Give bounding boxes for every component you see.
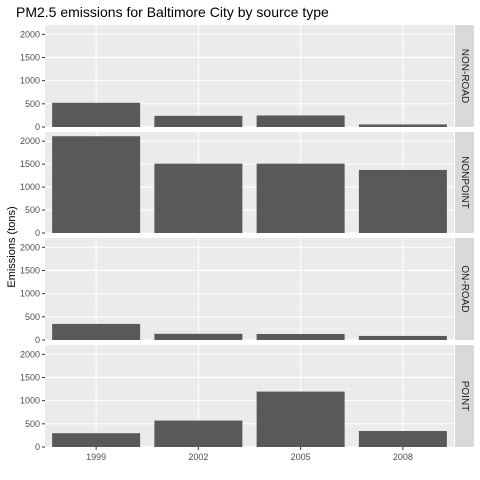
bar-point-2008 — [358, 431, 447, 447]
y-tick-label: 1000 — [20, 396, 40, 406]
bar-nonpoint-2008 — [358, 169, 447, 233]
y-tick-label: 1500 — [20, 52, 40, 62]
y-tick-label: 500 — [25, 312, 40, 322]
facet-strip-label: ON-ROAD — [459, 265, 470, 312]
bar-nonpoint-2002 — [154, 163, 243, 233]
bar-on-road-2005 — [256, 333, 345, 340]
y-tick-label: 0 — [35, 335, 40, 345]
y-tick-label: 1000 — [20, 182, 40, 192]
panel-background — [45, 345, 454, 447]
facet-panel-2: 0 500 1000 1500 2000 ON-ROAD — [20, 238, 474, 345]
y-tick-label: 500 — [25, 205, 40, 215]
y-tick-label: 1000 — [20, 289, 40, 299]
facet-strip — [455, 132, 474, 233]
bar-point-2005 — [256, 391, 345, 447]
facet-panel-0: 0 500 1000 1500 2000 NON-ROAD — [20, 25, 474, 132]
bar-non-road-2002 — [154, 115, 243, 127]
x-tick-label: 1999 — [86, 452, 106, 462]
facet-strip — [455, 25, 474, 127]
x-tick-label: 2005 — [291, 452, 311, 462]
facet-strip — [455, 345, 474, 447]
bar-on-road-1999 — [52, 323, 141, 340]
facet-strip-label: NON-ROAD — [459, 49, 470, 103]
bar-nonpoint-2005 — [256, 163, 345, 233]
bar-point-2002 — [154, 420, 243, 447]
bar-non-road-2008 — [358, 124, 447, 127]
facet-strip-label: POINT — [459, 381, 470, 412]
y-tick-label: 2000 — [20, 136, 40, 146]
bar-non-road-1999 — [52, 102, 141, 127]
bar-point-1999 — [52, 433, 141, 447]
y-tick-label: 1000 — [20, 76, 40, 86]
y-tick-label: 0 — [35, 228, 40, 238]
facet-panel-3: 0 500 1000 1500 2000 POINT — [20, 345, 474, 452]
x-tick-label: 2002 — [188, 452, 208, 462]
facet-panels: 0 500 1000 1500 2000 NON-ROAD 0 500 1000 1500 2000… — [20, 25, 474, 452]
y-tick-label: 500 — [25, 419, 40, 429]
y-tick-label: 1500 — [20, 159, 40, 169]
y-tick-label: 0 — [35, 122, 40, 132]
facet-panel-1: 0 500 1000 1500 2000 NONPOINT — [20, 132, 474, 238]
y-axis-label: Emissions (tons) — [6, 206, 18, 287]
bar-on-road-2002 — [154, 333, 243, 340]
y-tick-label: 1500 — [20, 265, 40, 275]
facet-strip — [455, 238, 474, 340]
panel-background — [45, 238, 454, 340]
bar-non-road-2005 — [256, 115, 345, 127]
bar-on-road-2008 — [358, 335, 447, 340]
y-tick-label: 1500 — [20, 372, 40, 382]
chart-title: PM2.5 emissions for Baltimore City by so… — [16, 4, 329, 20]
y-tick-label: 2000 — [20, 242, 40, 252]
facet-strip-label: NONPOINT — [459, 156, 470, 209]
x-axis: 1999 2002 2005 2008 — [86, 447, 413, 462]
y-tick-label: 0 — [35, 442, 40, 452]
x-tick-label: 2008 — [393, 452, 413, 462]
y-tick-label: 2000 — [20, 29, 40, 39]
bar-nonpoint-1999 — [52, 136, 141, 233]
y-tick-label: 500 — [25, 99, 40, 109]
y-tick-label: 2000 — [20, 349, 40, 359]
